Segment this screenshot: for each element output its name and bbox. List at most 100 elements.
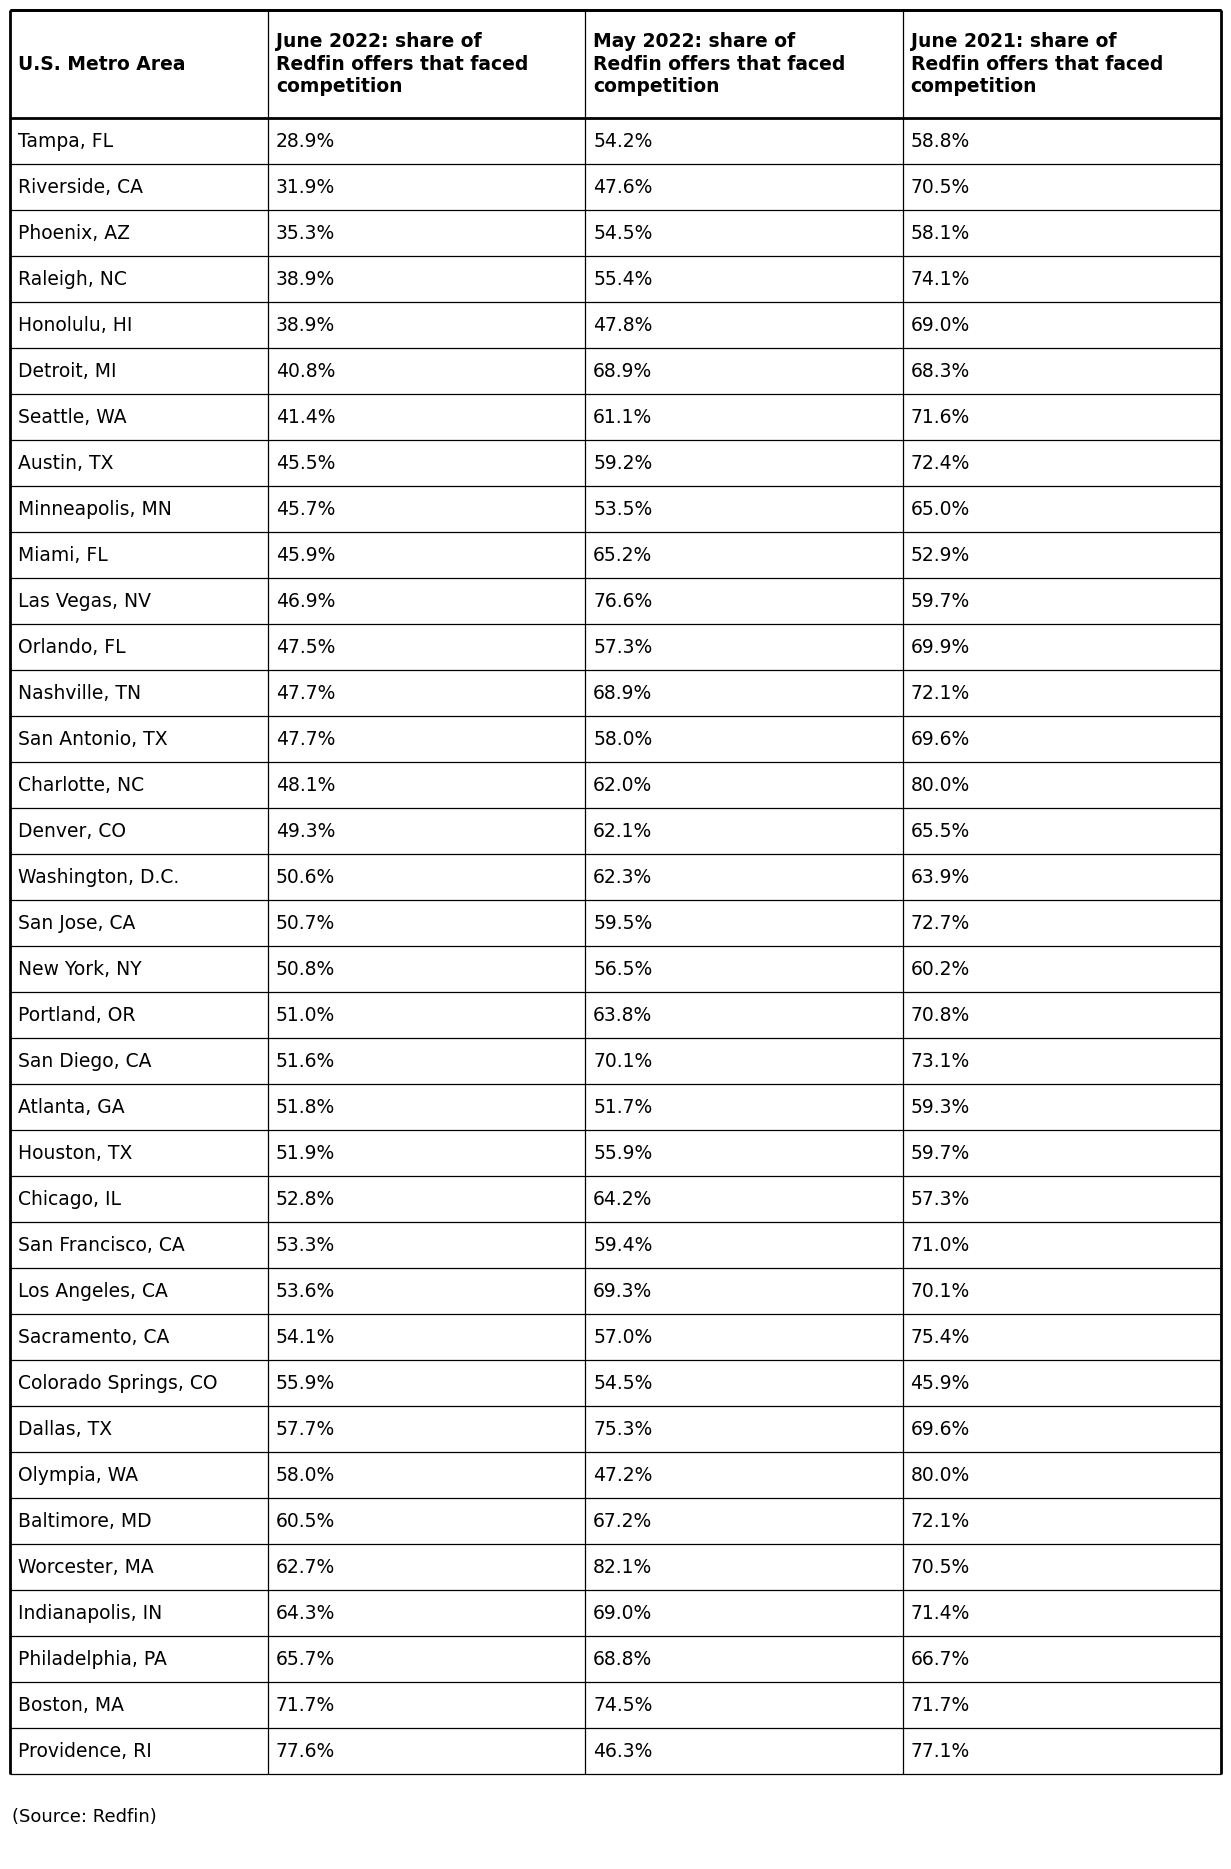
- Text: 50.6%: 50.6%: [276, 867, 335, 886]
- Text: Colorado Springs, CO: Colorado Springs, CO: [18, 1374, 218, 1392]
- Text: 59.7%: 59.7%: [911, 1144, 970, 1163]
- Text: 72.4%: 72.4%: [911, 454, 970, 473]
- Text: Portland, OR: Portland, OR: [18, 1006, 135, 1024]
- Text: 56.5%: 56.5%: [593, 959, 652, 979]
- Text: 51.7%: 51.7%: [593, 1097, 652, 1116]
- Text: Austin, TX: Austin, TX: [18, 454, 113, 473]
- Text: Washington, D.C.: Washington, D.C.: [18, 867, 180, 886]
- Text: 80.0%: 80.0%: [911, 776, 970, 794]
- Text: 53.3%: 53.3%: [276, 1235, 335, 1254]
- Text: 48.1%: 48.1%: [276, 776, 335, 794]
- Text: 35.3%: 35.3%: [276, 224, 335, 243]
- Text: Sacramento, CA: Sacramento, CA: [18, 1327, 170, 1346]
- Text: San Diego, CA: San Diego, CA: [18, 1052, 151, 1071]
- Text: 49.3%: 49.3%: [276, 822, 335, 841]
- Text: 51.0%: 51.0%: [276, 1006, 335, 1024]
- Text: Phoenix, AZ: Phoenix, AZ: [18, 224, 130, 243]
- Text: Philadelphia, PA: Philadelphia, PA: [18, 1650, 167, 1669]
- Text: 45.9%: 45.9%: [276, 546, 335, 564]
- Text: 62.3%: 62.3%: [593, 867, 652, 886]
- Text: 65.7%: 65.7%: [276, 1650, 335, 1669]
- Text: 63.9%: 63.9%: [911, 867, 970, 886]
- Text: 82.1%: 82.1%: [593, 1557, 652, 1576]
- Text: 75.3%: 75.3%: [593, 1419, 652, 1439]
- Text: Denver, CO: Denver, CO: [18, 822, 126, 841]
- Text: 74.1%: 74.1%: [911, 269, 970, 288]
- Text: 55.4%: 55.4%: [593, 269, 652, 288]
- Text: 70.8%: 70.8%: [911, 1006, 970, 1024]
- Text: 69.3%: 69.3%: [593, 1282, 652, 1301]
- Text: 54.2%: 54.2%: [593, 131, 652, 151]
- Text: 60.2%: 60.2%: [911, 959, 970, 979]
- Text: 70.5%: 70.5%: [911, 1557, 970, 1576]
- Text: 54.5%: 54.5%: [593, 224, 652, 243]
- Text: 59.2%: 59.2%: [593, 454, 652, 473]
- Text: 73.1%: 73.1%: [911, 1052, 970, 1071]
- Text: 69.6%: 69.6%: [911, 729, 970, 748]
- Text: 58.0%: 58.0%: [593, 729, 652, 748]
- Text: 68.9%: 68.9%: [593, 361, 652, 381]
- Text: Chicago, IL: Chicago, IL: [18, 1189, 121, 1209]
- Text: 68.9%: 68.9%: [593, 684, 652, 703]
- Text: Seattle, WA: Seattle, WA: [18, 407, 127, 426]
- Text: 69.6%: 69.6%: [911, 1419, 970, 1439]
- Text: June 2022: share of
Redfin offers that faced
competition: June 2022: share of Redfin offers that f…: [276, 32, 528, 95]
- Text: 46.9%: 46.9%: [276, 591, 335, 611]
- Text: 46.3%: 46.3%: [593, 1742, 652, 1761]
- Text: Riverside, CA: Riverside, CA: [18, 178, 143, 196]
- Text: 59.4%: 59.4%: [593, 1235, 652, 1254]
- Text: 77.1%: 77.1%: [911, 1742, 970, 1761]
- Text: 71.0%: 71.0%: [911, 1235, 970, 1254]
- Text: Boston, MA: Boston, MA: [18, 1695, 124, 1714]
- Text: 65.0%: 65.0%: [911, 499, 970, 518]
- Text: 40.8%: 40.8%: [276, 361, 335, 381]
- Text: 31.9%: 31.9%: [276, 178, 335, 196]
- Text: Las Vegas, NV: Las Vegas, NV: [18, 591, 151, 611]
- Text: Raleigh, NC: Raleigh, NC: [18, 269, 127, 288]
- Text: 38.9%: 38.9%: [276, 269, 335, 288]
- Text: 64.2%: 64.2%: [593, 1189, 652, 1209]
- Text: 41.4%: 41.4%: [276, 407, 335, 426]
- Text: Charlotte, NC: Charlotte, NC: [18, 776, 144, 794]
- Text: (Source: Redfin): (Source: Redfin): [12, 1807, 156, 1826]
- Text: 47.8%: 47.8%: [593, 316, 652, 335]
- Text: 65.5%: 65.5%: [911, 822, 970, 841]
- Text: 65.2%: 65.2%: [593, 546, 652, 564]
- Text: 54.1%: 54.1%: [276, 1327, 335, 1346]
- Text: 68.8%: 68.8%: [593, 1650, 652, 1669]
- Text: 71.7%: 71.7%: [911, 1695, 970, 1714]
- Text: 60.5%: 60.5%: [276, 1512, 335, 1531]
- Text: 66.7%: 66.7%: [911, 1650, 970, 1669]
- Text: 74.5%: 74.5%: [593, 1695, 652, 1714]
- Text: 55.9%: 55.9%: [593, 1144, 652, 1163]
- Text: 55.9%: 55.9%: [276, 1374, 335, 1392]
- Text: 38.9%: 38.9%: [276, 316, 335, 335]
- Text: 57.0%: 57.0%: [593, 1327, 652, 1346]
- Text: 47.7%: 47.7%: [276, 684, 335, 703]
- Text: 59.5%: 59.5%: [593, 914, 652, 933]
- Text: 45.9%: 45.9%: [911, 1374, 970, 1392]
- Text: New York, NY: New York, NY: [18, 959, 142, 979]
- Text: Los Angeles, CA: Los Angeles, CA: [18, 1282, 167, 1301]
- Text: 50.8%: 50.8%: [276, 959, 335, 979]
- Text: 72.1%: 72.1%: [911, 1512, 970, 1531]
- Text: 72.1%: 72.1%: [911, 684, 970, 703]
- Text: 54.5%: 54.5%: [593, 1374, 652, 1392]
- Text: 61.1%: 61.1%: [593, 407, 652, 426]
- Text: 70.5%: 70.5%: [911, 178, 970, 196]
- Text: 52.8%: 52.8%: [276, 1189, 335, 1209]
- Text: Minneapolis, MN: Minneapolis, MN: [18, 499, 172, 518]
- Text: 62.0%: 62.0%: [593, 776, 652, 794]
- Text: 63.8%: 63.8%: [593, 1006, 652, 1024]
- Text: 70.1%: 70.1%: [593, 1052, 652, 1071]
- Text: 72.7%: 72.7%: [911, 914, 970, 933]
- Text: June 2021: share of
Redfin offers that faced
competition: June 2021: share of Redfin offers that f…: [911, 32, 1163, 95]
- Text: 47.5%: 47.5%: [276, 637, 335, 656]
- Text: 80.0%: 80.0%: [911, 1465, 970, 1484]
- Text: Honolulu, HI: Honolulu, HI: [18, 316, 133, 335]
- Text: Houston, TX: Houston, TX: [18, 1144, 133, 1163]
- Text: 69.0%: 69.0%: [593, 1604, 652, 1622]
- Text: 51.9%: 51.9%: [276, 1144, 335, 1163]
- Text: 76.6%: 76.6%: [593, 591, 652, 611]
- Text: 58.8%: 58.8%: [911, 131, 970, 151]
